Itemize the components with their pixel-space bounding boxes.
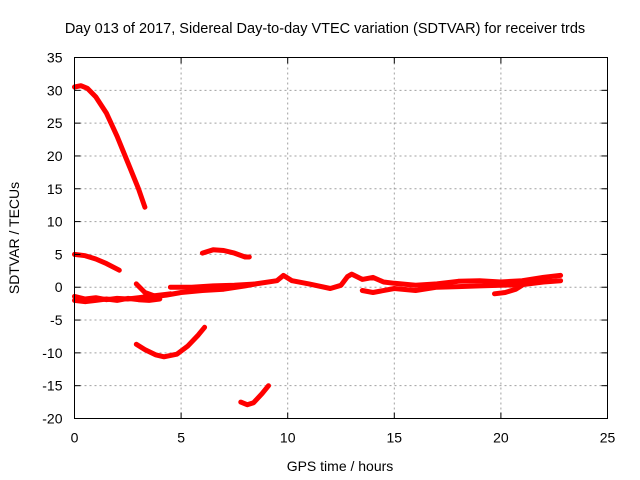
x-tick-label: 0 [71,430,79,446]
y-tick-label: 10 [47,214,63,230]
series-arc-6 [167,271,564,291]
series-arc-2 [72,251,122,273]
axes [74,57,608,419]
x-tick-label: 15 [387,430,403,446]
series-arc-10 [133,324,208,360]
y-tick-label: -10 [42,345,62,361]
y-tick-label: -15 [42,378,62,394]
x-tick-label: 5 [177,430,185,446]
x-tick-label: 20 [493,430,509,446]
series-arc-1 [72,83,148,210]
y-tick-label: -5 [50,312,63,328]
y-tick-label: 20 [47,148,63,164]
y-tick-label: 35 [47,50,63,66]
y-tick-label: 0 [55,279,63,295]
series-arc-8 [492,282,525,297]
series-arc-9 [199,247,252,260]
y-tick-label: 15 [47,181,63,197]
x-axis-ticks: 0 5 10 15 20 25 [71,57,616,446]
y-axis-label: SDTVAR / TECUs [6,182,22,294]
x-tick-label: 10 [280,430,296,446]
y-tick-label: -20 [42,411,62,427]
x-tick-label: 25 [600,430,616,446]
series-arc-11 [238,383,271,408]
data-series [72,83,564,408]
y-tick-label: 5 [55,246,63,262]
chart-title: Day 013 of 2017, Sidereal Day-to-day VTE… [65,21,585,37]
x-axis-label: GPS time / hours [287,458,394,474]
series-arc-7 [359,278,564,295]
series-arc-4 [72,295,163,305]
y-axis-ticks: -20 -15 -10 -5 0 5 10 15 20 25 30 35 [42,50,608,427]
plot-frame [74,57,608,419]
y-tick-label: 25 [47,115,63,131]
y-tick-label: 30 [47,82,63,98]
